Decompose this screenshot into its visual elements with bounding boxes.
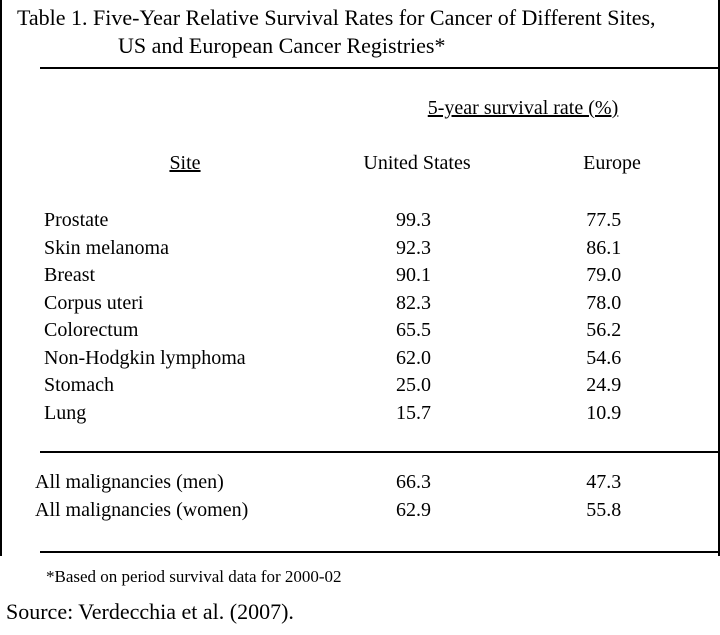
table-row: Non-Hodgkin lymphoma 62.0 54.6	[0, 345, 720, 373]
group-header-survival-rate: 5-year survival rate (%)	[427, 97, 619, 119]
site-cell: All malignancies (men)	[35, 471, 224, 493]
europe-value-cell: 78.0	[586, 291, 622, 314]
us-value-cell: 62.9	[395, 498, 431, 521]
us-value-cell: 92.3	[396, 236, 432, 259]
us-value-cell: 99.3	[396, 209, 432, 231]
us-value-cell: 62.0	[396, 346, 432, 369]
col-header-united-states: United States	[363, 152, 471, 174]
left-frame-border	[0, 0, 2, 556]
europe-value-cell: 79.0	[586, 264, 622, 286]
table-row: Stomach 25.0 24.9	[0, 372, 720, 400]
site-cell: Stomach	[44, 374, 114, 396]
table-title-line-2: US and European Cancer Registries*	[118, 33, 446, 58]
col-header-site: Site	[169, 152, 201, 174]
data-rows: Prostate 99.3 77.5 Skin melanoma 92.3 86…	[0, 207, 720, 427]
us-value-cell: 65.5	[396, 319, 432, 341]
summary-row: All malignancies (women) 62.9 55.8	[0, 497, 720, 525]
right-frame-border	[718, 0, 720, 556]
table-row: Corpus uteri 82.3 78.0	[0, 290, 720, 318]
site-cell: Corpus uteri	[44, 291, 144, 314]
europe-value-cell: 55.8	[586, 498, 622, 521]
col-header-europe: Europe	[583, 152, 641, 174]
table-row: Skin melanoma 92.3 86.1	[0, 235, 720, 263]
table-title-line-1: Table 1. Five-Year Relative Survival Rat…	[17, 5, 656, 30]
summary-rows: All malignancies (men) 66.3 47.3 All mal…	[0, 469, 720, 524]
europe-value-cell: 47.3	[586, 471, 622, 493]
europe-value-cell: 86.1	[586, 236, 622, 259]
footnote: *Based on period survival data for 2000-…	[46, 567, 342, 586]
us-value-cell: 66.3	[395, 471, 431, 493]
us-value-cell: 82.3	[396, 291, 432, 314]
site-cell: Non-Hodgkin lymphoma	[44, 346, 246, 369]
header-rule	[40, 67, 720, 69]
summary-row: All malignancies (men) 66.3 47.3	[0, 469, 720, 497]
europe-value-cell: 77.5	[586, 209, 622, 231]
europe-value-cell: 54.6	[586, 346, 622, 369]
us-value-cell: 90.1	[396, 264, 432, 286]
site-cell: Colorectum	[44, 319, 139, 341]
table-row: Breast 90.1 79.0	[0, 262, 720, 290]
source-citation: Source: Verdecchia et al. (2007).	[6, 599, 294, 624]
site-cell: Breast	[44, 264, 96, 286]
us-value-cell: 25.0	[396, 374, 432, 396]
summary-rule	[40, 451, 720, 453]
europe-value-cell: 24.9	[586, 374, 622, 396]
table-row: Prostate 99.3 77.5	[0, 207, 720, 235]
europe-value-cell: 10.9	[586, 401, 622, 424]
site-cell: Skin melanoma	[44, 236, 169, 259]
site-cell: All malignancies (women)	[35, 498, 249, 521]
us-value-cell: 15.7	[396, 401, 432, 424]
site-cell: Lung	[44, 401, 87, 424]
table-row: Lung 15.7 10.9	[0, 400, 720, 428]
footnote-rule	[40, 551, 720, 553]
site-cell: Prostate	[44, 209, 109, 231]
table-row: Colorectum 65.5 56.2	[0, 317, 720, 345]
europe-value-cell: 56.2	[586, 319, 622, 341]
